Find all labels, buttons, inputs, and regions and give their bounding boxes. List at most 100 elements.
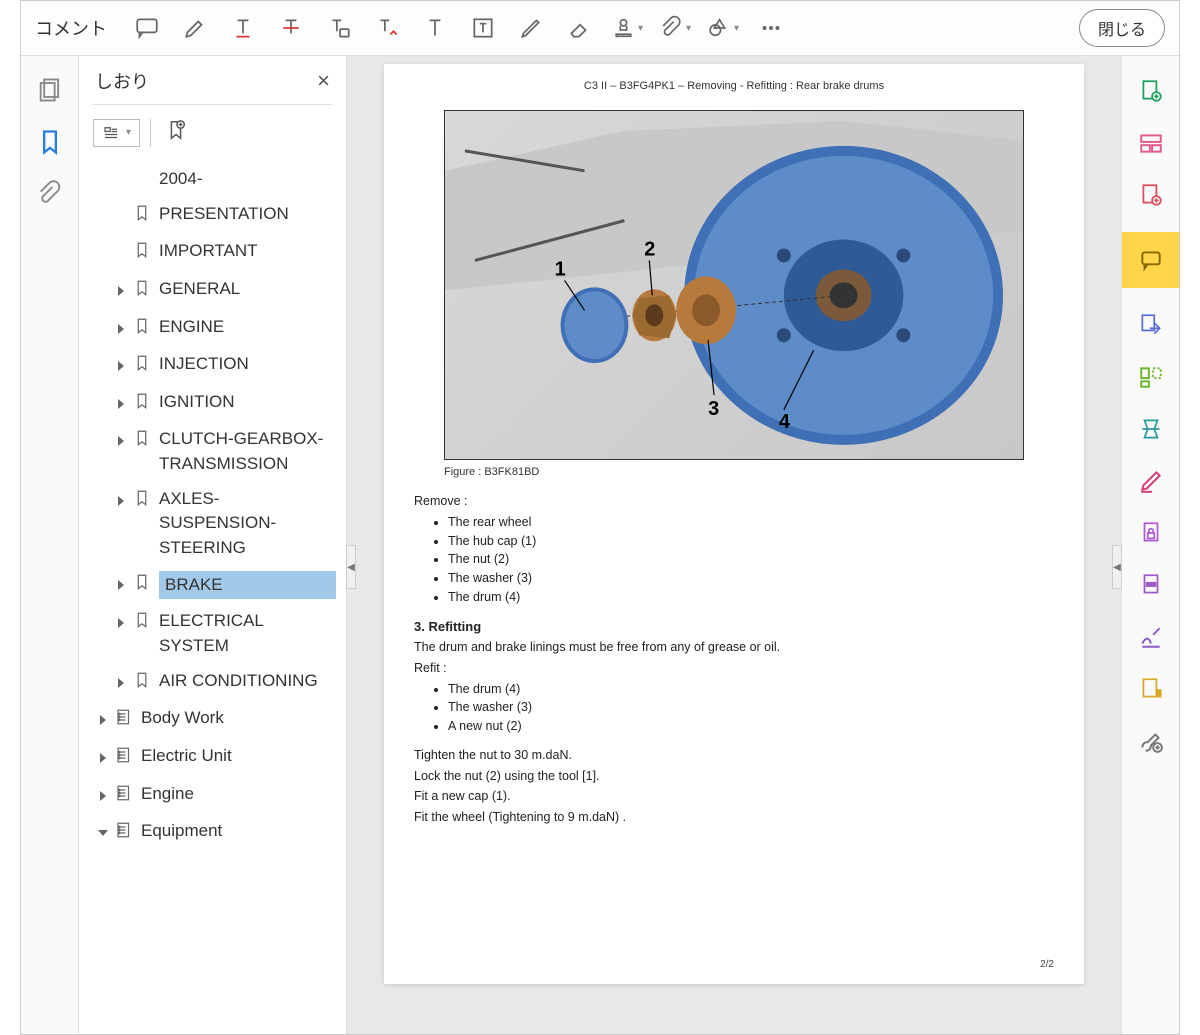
bookmark-item[interactable]: IGNITION — [79, 385, 346, 423]
comment-bubble-icon[interactable] — [131, 12, 163, 44]
bookmark-icon — [133, 671, 153, 697]
eraser-icon[interactable] — [563, 12, 595, 44]
bookmark-item[interactable]: GENERAL — [79, 272, 346, 310]
bookmark-icon — [133, 429, 153, 455]
bookmark-icon — [133, 392, 153, 418]
document-scroll[interactable]: C3 II – B3FG4PK1 – Removing - Refitting … — [347, 56, 1121, 1034]
bookmark-item[interactable]: ELECTRICAL SYSTEM — [79, 604, 346, 663]
sign-icon[interactable] — [1136, 466, 1166, 496]
bookmark-label: AIR CONDITIONING — [159, 669, 336, 694]
text-underline-icon[interactable] — [227, 12, 259, 44]
pencil-icon[interactable] — [515, 12, 547, 44]
chevron-icon[interactable] — [115, 574, 131, 599]
bookmark-item[interactable]: 2004- — [79, 162, 346, 197]
chevron-icon[interactable] — [115, 355, 131, 380]
stamp-icon[interactable]: ▾ — [611, 12, 643, 44]
bookmark-item[interactable]: PRESENTATION — [79, 197, 346, 235]
combine-icon[interactable] — [1136, 128, 1166, 158]
chevron-icon[interactable] — [97, 747, 113, 772]
svg-text:4: 4 — [779, 411, 790, 433]
bookmark-label: BRAKE — [159, 571, 336, 600]
tighten-line: Tighten the nut to 30 m.daN. — [414, 746, 1054, 765]
document-viewport: ◀ C3 II – B3FG4PK1 – Removing - Refittin… — [347, 56, 1121, 1034]
bookmark-icon — [133, 611, 153, 637]
tree-icon — [115, 821, 135, 847]
chevron-icon[interactable] — [97, 822, 113, 847]
svg-text:1: 1 — [555, 258, 566, 280]
bookmark-label: Equipment — [141, 819, 336, 844]
text-strikethrough-icon[interactable] — [275, 12, 307, 44]
bookmark-item[interactable]: Engine — [79, 777, 346, 815]
chevron-icon[interactable] — [97, 709, 113, 734]
bookmark-item[interactable]: AXLES-SUSPENSION-STEERING — [79, 482, 346, 566]
chevron-icon[interactable] — [115, 318, 131, 343]
more-tools-icon[interactable] — [1136, 726, 1166, 756]
chevron-icon[interactable] — [115, 612, 131, 637]
export-icon[interactable] — [1136, 310, 1166, 340]
refit-intro: The drum and brake linings must be free … — [414, 638, 1054, 657]
text-note-icon[interactable] — [323, 12, 355, 44]
comment-tool-icon[interactable] — [1122, 232, 1180, 288]
bookmark-item[interactable]: CLUTCH-GEARBOX-TRANSMISSION — [79, 422, 346, 481]
attachment-icon[interactable] — [36, 180, 64, 208]
comment-toolbar: コメント ▾ ▾ ▾ 閉じる — [21, 1, 1179, 56]
chevron-icon[interactable] — [97, 785, 113, 810]
tighten-line: Fit a new cap (1). — [414, 787, 1054, 806]
bookmark-item[interactable]: ENGINE — [79, 310, 346, 348]
more-icon[interactable] — [755, 12, 787, 44]
highlighter-icon[interactable] — [179, 12, 211, 44]
tree-icon — [115, 708, 135, 734]
text-plain-icon[interactable] — [419, 12, 451, 44]
bookmark-label: AXLES-SUSPENSION-STEERING — [159, 487, 336, 561]
attach-icon[interactable]: ▾ — [659, 12, 691, 44]
text-replace-icon[interactable] — [371, 12, 403, 44]
bookmark-icon — [133, 317, 153, 343]
bookmarks-panel: しおり × ▾ 2004-PRESENTATIONIMPORTANTGENERA… — [79, 56, 347, 1034]
chevron-icon[interactable] — [115, 430, 131, 455]
bookmark-item[interactable]: IMPORTANT — [79, 234, 346, 272]
page-number: 2/2 — [1040, 959, 1054, 970]
protect-icon[interactable] — [1136, 518, 1166, 548]
add-bookmark-button[interactable] — [161, 115, 191, 150]
bookmark-icon — [133, 279, 153, 305]
bookmark-label: INJECTION — [159, 352, 336, 377]
text-box-icon[interactable] — [467, 12, 499, 44]
pages-icon[interactable] — [36, 76, 64, 104]
bookmark-item[interactable]: Body Work — [79, 701, 346, 739]
send-icon[interactable] — [1136, 674, 1166, 704]
chevron-icon[interactable] — [115, 490, 131, 515]
bookmark-item[interactable]: Electric Unit — [79, 739, 346, 777]
organize-icon[interactable] — [1136, 362, 1166, 392]
redact-icon[interactable] — [1136, 570, 1166, 600]
list-item: The washer (3) — [448, 569, 1054, 588]
compress-icon[interactable] — [1136, 414, 1166, 444]
collapse-left-handle[interactable]: ◀ — [346, 545, 356, 589]
edit-pdf-icon[interactable] — [1136, 180, 1166, 210]
fill-sign-icon[interactable] — [1136, 622, 1166, 652]
close-icon[interactable]: × — [317, 68, 330, 94]
bookmark-tree[interactable]: 2004- PRESENTATION IMPORTANT GENERALENGINE I… — [79, 158, 346, 1034]
shapes-icon[interactable]: ▾ — [707, 12, 739, 44]
refit-label: Refit : — [414, 659, 1054, 678]
create-pdf-icon[interactable] — [1136, 76, 1166, 106]
bookmark-icon — [133, 573, 153, 599]
close-button[interactable]: 閉じる — [1079, 9, 1165, 47]
chevron-icon[interactable] — [115, 280, 131, 305]
chevron-icon[interactable] — [115, 672, 131, 697]
bookmark-label: PRESENTATION — [159, 202, 336, 227]
bookmark-label: Engine — [141, 782, 336, 807]
bookmark-item[interactable]: Equipment — [79, 814, 346, 852]
list-item: The hub cap (1) — [448, 532, 1054, 551]
figure-illustration: 1 2 3 4 — [444, 110, 1024, 460]
bookmark-options-button[interactable]: ▾ — [93, 119, 140, 147]
chevron-icon[interactable] — [115, 393, 131, 418]
bookmark-label: CLUTCH-GEARBOX-TRANSMISSION — [159, 427, 336, 476]
bookmark-item[interactable]: AIR CONDITIONING — [79, 664, 346, 702]
collapse-right-handle[interactable]: ◀ — [1112, 545, 1122, 589]
bookmark-label: IMPORTANT — [159, 239, 336, 264]
svg-text:2: 2 — [644, 238, 655, 260]
bookmark-item[interactable]: INJECTION — [79, 347, 346, 385]
bookmark-icon[interactable] — [36, 128, 64, 156]
bookmark-item[interactable]: BRAKE — [79, 566, 346, 605]
list-item: A new nut (2) — [448, 717, 1054, 736]
